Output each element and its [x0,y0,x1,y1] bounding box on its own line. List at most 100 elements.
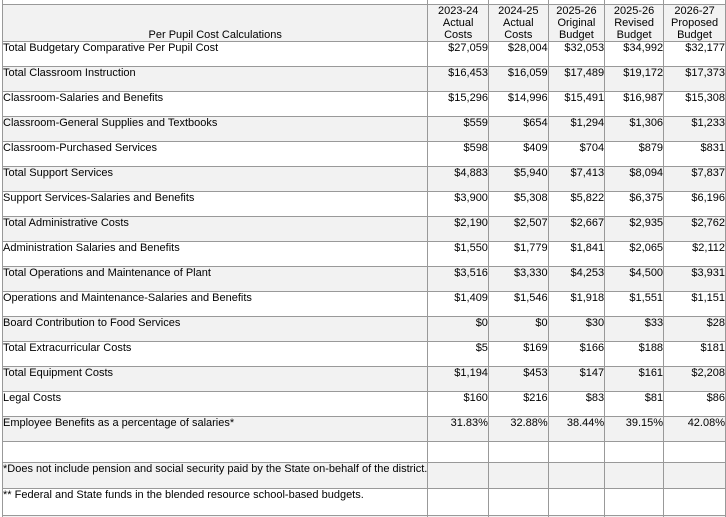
row-label: Support Services-Salaries and Benefits [3,192,429,217]
value-cell: $0 [488,317,549,342]
table-row: Operations and Maintenance-Salaries and … [3,292,726,317]
value-cell: $15,296 [428,92,489,117]
value-cell: $3,931 [664,267,726,292]
table-row: Total Operations and Maintenance of Plan… [3,267,726,292]
value-cell: $5,308 [488,192,549,217]
row-label: Administration Salaries and Benefits [3,242,429,267]
value-cell: $2,667 [548,217,606,242]
value-cell: $1,194 [428,367,489,392]
row-label: Classroom-General Supplies and Textbooks [3,117,429,142]
value-cell: $166 [548,342,606,367]
value-cell: $161 [605,367,665,392]
empty-cell [605,489,665,516]
row-label: Operations and Maintenance-Salaries and … [3,292,429,317]
value-cell: $28,004 [488,42,549,67]
value-cell: $2,112 [664,242,726,267]
empty-cell [548,442,606,463]
row-label: Board Contribution to Food Services [3,317,429,342]
value-cell: $453 [488,367,549,392]
value-cell: $15,308 [664,92,726,117]
column-header: 2024-25 Actual Costs [488,5,549,42]
value-cell: $3,900 [428,192,489,217]
value-cell: $6,196 [664,192,726,217]
row-label: Total Support Services [3,167,429,192]
header-row: Per Pupil Cost Calculations 2023-24 Actu… [3,5,726,42]
value-cell: $598 [428,142,489,167]
value-cell: $0 [428,317,489,342]
value-cell: $704 [548,142,606,167]
empty-row [3,442,726,463]
value-cell: $8,094 [605,167,665,192]
footnote-row: ** Federal and State funds in the blende… [3,489,726,516]
empty-cell [3,0,429,5]
value-cell: $559 [428,117,489,142]
value-cell: $1,841 [548,242,606,267]
empty-cell [605,442,665,463]
column-header: 2023-24 Actual Costs [428,5,489,42]
value-cell: $28 [664,317,726,342]
value-cell: $3,516 [428,267,489,292]
value-cell: $5 [428,342,489,367]
value-cell: $83 [548,392,606,417]
value-cell: $17,373 [664,67,726,92]
value-cell: $831 [664,142,726,167]
table-row: Classroom-General Supplies and Textbooks… [3,117,726,142]
table-row: Classroom-Purchased Services $598 $409 $704… [3,142,726,167]
footnote-text: *Does not include pension and social sec… [3,463,429,489]
row-label: Total Classroom Instruction [3,67,429,92]
value-cell: $1,151 [664,292,726,317]
row-label: Employee Benefits as a percentage of sal… [3,417,429,442]
value-cell: $1,550 [428,242,489,267]
value-cell: $654 [488,117,549,142]
column-header: 2025-26 Revised Budget [605,5,665,42]
value-cell: $4,883 [428,167,489,192]
empty-cell [428,489,489,516]
value-cell: $2,065 [605,242,665,267]
empty-cell [428,442,489,463]
value-cell: $1,233 [664,117,726,142]
value-cell: $17,489 [548,67,606,92]
value-cell: 39.15% [605,417,665,442]
value-cell: $7,413 [548,167,606,192]
empty-cell [428,0,489,5]
value-cell: $34,992 [605,42,665,67]
table-row: Employee Benefits as a percentage of sal… [3,417,726,442]
footnote-text: ** Federal and State funds in the blende… [3,489,429,516]
value-cell: $33 [605,317,665,342]
row-label: Total Budgetary Comparative Per Pupil Co… [3,42,429,67]
value-cell: $169 [488,342,549,367]
empty-cell [548,463,606,489]
value-cell: $16,453 [428,67,489,92]
value-cell: 31.83% [428,417,489,442]
value-cell: $2,208 [664,367,726,392]
value-cell: $1,918 [548,292,606,317]
table-row: Total Equipment Costs $1,194 $453 $147 $161 $… [3,367,726,392]
value-cell: $4,500 [605,267,665,292]
empty-cell [605,0,665,5]
value-cell: $2,935 [605,217,665,242]
column-header: 2025-26 Original Budget [548,5,606,42]
value-cell: $1,306 [605,117,665,142]
empty-cell [605,463,665,489]
value-cell: 32.88% [488,417,549,442]
value-cell: $409 [488,142,549,167]
empty-cell [664,489,726,516]
value-cell: $16,987 [605,92,665,117]
empty-cell [664,463,726,489]
row-label: Total Extracurricular Costs [3,342,429,367]
table-row: Legal Costs $160 $216 $83 $81 $86 [3,392,726,417]
value-cell: $16,059 [488,67,549,92]
table-row: Total Extracurricular Costs $5 $169 $166 $18… [3,342,726,367]
row-label: Legal Costs [3,392,429,417]
empty-cell [488,442,549,463]
value-cell: $2,190 [428,217,489,242]
value-cell: $3,330 [488,267,549,292]
table-title: Per Pupil Cost Calculations [3,5,429,42]
value-cell: $2,762 [664,217,726,242]
empty-cell [548,489,606,516]
value-cell: $15,491 [548,92,606,117]
value-cell: $216 [488,392,549,417]
value-cell: $160 [428,392,489,417]
value-cell: $6,375 [605,192,665,217]
